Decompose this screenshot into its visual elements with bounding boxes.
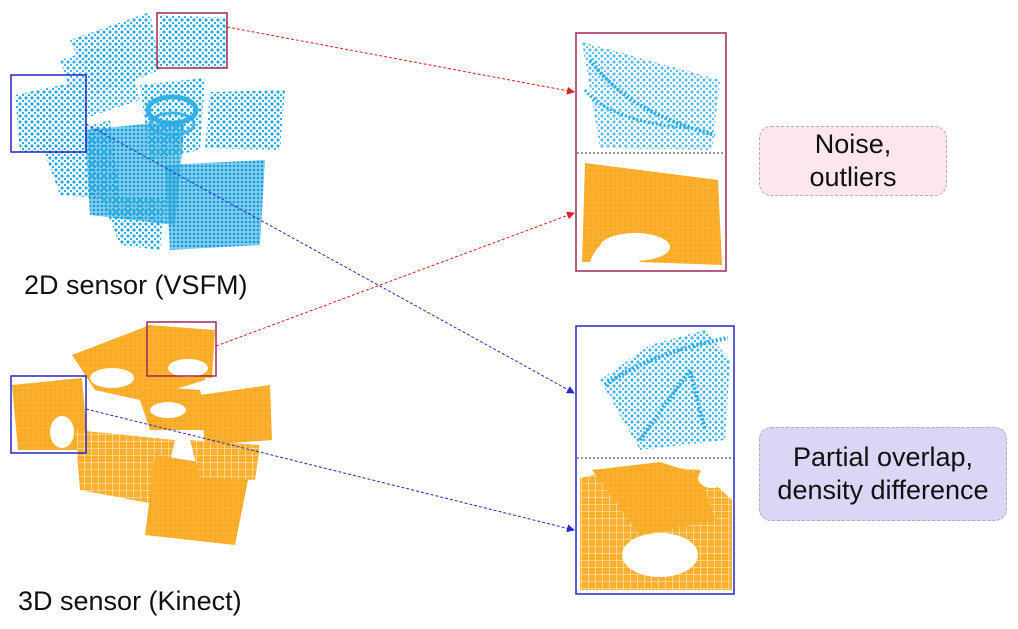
- zoom-panel-overlap: [575, 325, 735, 595]
- noise-callout-line2: outliers: [809, 162, 897, 192]
- overlap-callout: Partial overlap, density difference: [759, 427, 1007, 521]
- overlap-callout-line2: density difference: [777, 475, 989, 505]
- vsfm-caption: 2D sensor (VSFM): [24, 270, 248, 300]
- red-arrow-kinect-to-zoom: [215, 211, 575, 347]
- kinect-red-highlight-box: [146, 321, 217, 377]
- zoom-panel-noise: [575, 32, 727, 272]
- vsfm-point-cloud: [15, 12, 285, 250]
- noise-callout-line1: Noise,: [814, 129, 892, 159]
- kinect-point-cloud: [12, 325, 272, 545]
- vsfm-red-highlight-box: [156, 12, 228, 69]
- kinect-blue-highlight-box: [10, 375, 87, 454]
- red-arrow-vsfm-to-zoom: [226, 26, 575, 95]
- blue-arrow-vsfm-to-zoom: [85, 123, 575, 394]
- blue-arrow-kinect-to-zoom: [85, 408, 575, 533]
- overlap-callout-line1: Partial overlap,: [792, 442, 974, 472]
- vsfm-blue-highlight-box: [10, 74, 87, 153]
- noise-callout: Noise, outliers: [759, 126, 947, 196]
- connector-arrows: [85, 26, 575, 533]
- kinect-caption: 3D sensor (Kinect): [18, 586, 242, 616]
